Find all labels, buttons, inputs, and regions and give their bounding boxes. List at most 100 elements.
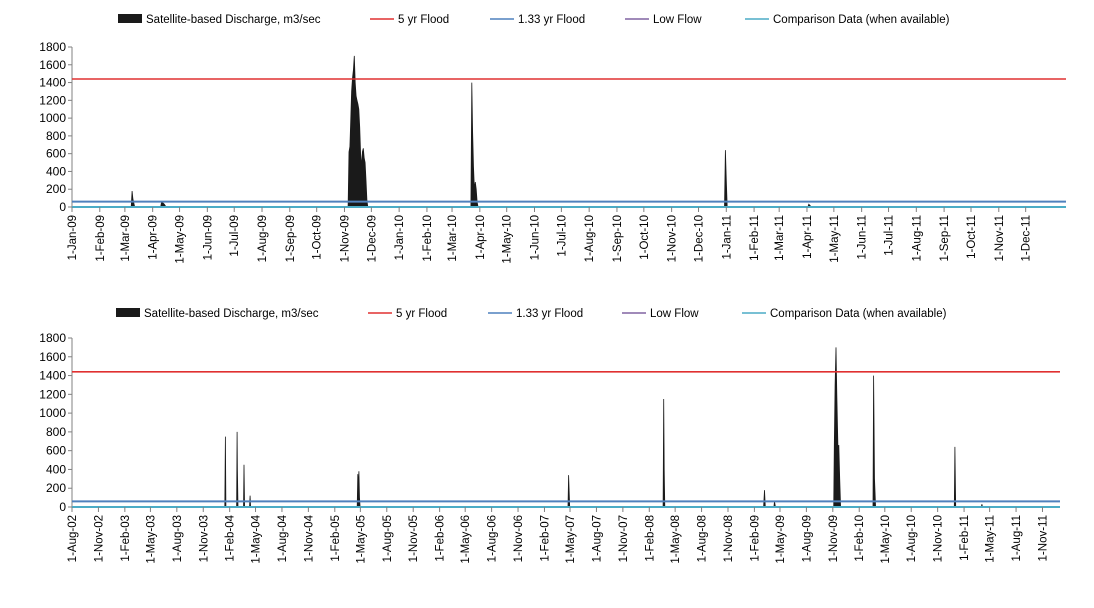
x-tick-label: 1-Feb-10 <box>854 515 866 562</box>
legend-label: 1.33 yr Flood <box>518 14 585 26</box>
y-tick-label: 1600 <box>39 350 66 364</box>
chart-2: Satellite-based Discharge, m3/sec 5 yr Fl… <box>39 308 1060 564</box>
y-tick-label: 200 <box>46 182 66 196</box>
x-tick-label: 1-Jun-10 <box>529 215 541 260</box>
x-tick-label: 1-May-05 <box>355 515 367 564</box>
y-tick-label: 1400 <box>39 369 66 383</box>
y-tick-label: 200 <box>46 481 66 495</box>
x-tick-label: 1-Nov-08 <box>723 515 735 562</box>
legend-label: 5 yr Flood <box>396 308 447 320</box>
y-tick-label: 0 <box>59 200 66 214</box>
x-tick-label: 1-Jan-11 <box>721 215 733 260</box>
legend-label: Comparison Data (when available) <box>773 14 950 26</box>
x-tick-label: 1-Aug-11 <box>911 215 923 261</box>
x-tick-label: 1-Feb-08 <box>644 515 656 562</box>
x-tick-label: 1-Aug-08 <box>697 515 709 562</box>
y-tick-label: 1000 <box>39 406 66 420</box>
x-tick-label: 1-May-11 <box>829 215 841 263</box>
x-tick-label: 1-Feb-04 <box>225 514 237 561</box>
x-tick-label: 1-Aug-03 <box>172 515 184 562</box>
x-tick-label: 1-Aug-02 <box>67 515 79 562</box>
x-tick-label: 1-Sep-10 <box>612 215 624 262</box>
x-tick-label: 1-Feb-11 <box>959 515 971 561</box>
x-tick-label: 1-Nov-11 <box>1037 515 1049 561</box>
x-axis: 1-Jan-09 1-Feb-09 1-Mar-09 1-Apr-09 1-May-09… <box>67 206 1066 264</box>
x-tick-label: 1-Nov-09 <box>828 515 840 562</box>
legend-label: Low Flow <box>650 308 699 320</box>
y-axis: 0 200 400 600 800 1000 1200 1400 1600 1800 <box>39 40 73 214</box>
y-tick-label: 0 <box>59 500 66 514</box>
legend-swatch <box>116 308 140 317</box>
x-tick-label: 1-Feb-06 <box>435 515 447 562</box>
x-tick-label: 1-Nov-07 <box>618 515 630 562</box>
x-tick-label: 1-Nov-05 <box>408 515 420 562</box>
y-axis: 0 200 400 600 800 1000 1200 1400 1600 1800 <box>39 331 73 514</box>
legend-label: 5 yr Flood <box>398 14 449 26</box>
x-tick-label: 1-Aug-04 <box>277 514 289 562</box>
legend: Satellite-based Discharge, m3/sec 5 yr Fl… <box>116 308 947 320</box>
y-tick-label: 600 <box>46 444 66 458</box>
chart-1: Satellite-based Discharge, m3/sec 5 yr Fl… <box>39 14 1066 264</box>
y-tick-label: 400 <box>46 164 66 178</box>
y-tick-label: 600 <box>46 147 66 161</box>
x-tick-label: 1-Nov-04 <box>303 514 315 562</box>
x-tick-label: 1-Oct-10 <box>639 215 651 260</box>
x-tick-label: 1-Feb-05 <box>330 515 342 562</box>
x-tick-label: 1-Aug-09 <box>801 515 813 562</box>
y-tick-label: 1600 <box>39 58 66 72</box>
x-tick-label: 1-Mar-11 <box>774 215 786 261</box>
x-tick-label: 1-Jul-10 <box>556 215 568 257</box>
x-tick-label: 1-Nov-02 <box>93 515 105 562</box>
x-tick-label: 1-Jun-11 <box>857 215 869 260</box>
legend-label: 1.33 yr Flood <box>516 308 583 320</box>
legend-label: Satellite-based Discharge, m3/sec <box>146 14 321 26</box>
x-axis: 1-Aug-02 1-Nov-02 1-Feb-03 1-May-03 1-Aug-03… <box>67 506 1060 564</box>
y-tick-label: 1200 <box>39 387 66 401</box>
y-tick-label: 1400 <box>39 76 66 90</box>
x-tick-label: 1-Apr-09 <box>148 215 160 260</box>
x-tick-label: 1-Mar-10 <box>447 215 459 262</box>
x-tick-label: 1-Aug-06 <box>487 515 499 562</box>
x-tick-label: 1-Jun-09 <box>202 215 214 260</box>
legend-label: Comparison Data (when available) <box>770 308 947 320</box>
x-tick-label: 1-Nov-06 <box>513 515 525 562</box>
x-tick-label: 1-Oct-09 <box>312 215 324 260</box>
y-tick-label: 800 <box>46 425 66 439</box>
x-tick-label: 1-Mar-09 <box>120 215 132 262</box>
x-tick-label: 1-May-10 <box>502 215 514 264</box>
x-tick-label: 1-May-03 <box>145 515 157 564</box>
x-tick-label: 1-Sep-09 <box>285 215 297 262</box>
x-tick-label: 1-Aug-10 <box>906 515 918 562</box>
x-tick-label: 1-Jul-09 <box>229 215 241 257</box>
x-tick-label: 1-May-09 <box>775 515 787 564</box>
x-tick-label: 1-May-08 <box>670 515 682 564</box>
x-tick-label: 1-Dec-10 <box>694 215 706 262</box>
x-tick-label: 1-Feb-10 <box>422 215 434 262</box>
x-tick-label: 1-Feb-09 <box>749 515 761 562</box>
x-tick-label: 1-May-09 <box>175 215 187 264</box>
y-tick-label: 1200 <box>39 93 66 107</box>
x-tick-label: 1-Nov-03 <box>198 515 210 562</box>
x-tick-label: 1-Sep-11 <box>939 215 951 261</box>
x-tick-label: 1-Nov-09 <box>339 215 351 262</box>
x-tick-label: 1-Feb-07 <box>539 515 551 562</box>
y-tick-label: 1000 <box>39 111 66 125</box>
x-tick-label: 1-Jul-11 <box>884 215 896 256</box>
y-tick-label: 400 <box>46 462 66 476</box>
legend-label: Satellite-based Discharge, m3/sec <box>144 308 319 320</box>
x-tick-label: 1-Aug-09 <box>257 215 269 262</box>
y-tick-label: 800 <box>46 129 66 143</box>
x-tick-label: 1-Dec-11 <box>1021 215 1033 261</box>
x-tick-label: 1-Jan-10 <box>394 215 406 260</box>
x-tick-label: 1-Nov-11 <box>994 215 1006 261</box>
x-tick-label: 1-Feb-03 <box>120 515 132 562</box>
y-tick-label: 1800 <box>39 40 66 54</box>
x-tick-label: 1-Nov-10 <box>933 515 945 562</box>
x-tick-label: 1-Aug-05 <box>382 515 394 562</box>
x-tick-label: 1-Dec-09 <box>366 215 378 262</box>
x-tick-label: 1-Apr-10 <box>475 215 487 260</box>
x-tick-label: 1-Aug-11 <box>1011 515 1023 561</box>
x-tick-label: 1-Oct-11 <box>966 215 978 259</box>
x-tick-label: 1-Aug-07 <box>591 515 603 562</box>
